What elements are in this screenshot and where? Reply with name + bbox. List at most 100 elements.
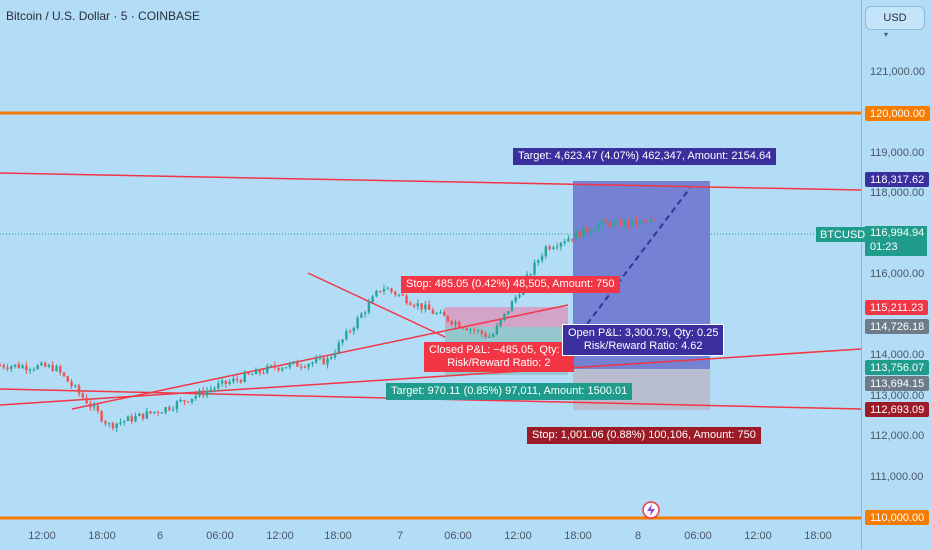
candle-body[interactable] <box>239 380 243 383</box>
candle-body[interactable] <box>209 389 213 391</box>
candle-body[interactable] <box>435 313 438 315</box>
candle-body[interactable] <box>533 262 536 275</box>
candle-body[interactable] <box>476 330 480 332</box>
resistance-trend-line[interactable] <box>0 172 861 191</box>
candle-body[interactable] <box>247 372 250 375</box>
candle-body[interactable] <box>66 376 69 382</box>
candle-body[interactable] <box>119 422 122 424</box>
currency-button[interactable]: USD <box>865 6 925 30</box>
candle-body[interactable] <box>171 409 175 411</box>
candle-body[interactable] <box>311 362 314 365</box>
candle-body[interactable] <box>341 339 344 343</box>
candle-body[interactable] <box>491 334 495 337</box>
candle-body[interactable] <box>627 220 630 226</box>
candle-body[interactable] <box>156 411 160 413</box>
candle-body[interactable] <box>465 328 468 331</box>
candle-body[interactable] <box>567 238 570 242</box>
candle-body[interactable] <box>371 296 374 303</box>
candle-body[interactable] <box>251 374 254 376</box>
candle-body[interactable] <box>529 274 532 276</box>
rising-trend-line[interactable] <box>0 348 861 406</box>
candle-body[interactable] <box>235 378 239 381</box>
candle-body[interactable] <box>386 288 389 290</box>
candle-body[interactable] <box>111 423 115 429</box>
candle-body[interactable] <box>612 221 615 227</box>
candle-body[interactable] <box>36 365 39 370</box>
candle-body[interactable] <box>213 388 216 390</box>
candle-body[interactable] <box>292 361 295 364</box>
candle-body[interactable] <box>578 231 581 237</box>
open-pnl-label[interactable]: Open P&L: 3,300.79, Qty: 0.25 Risk/Rewar… <box>562 324 725 356</box>
projection-arrow[interactable] <box>574 187 691 341</box>
candle-body[interactable] <box>183 400 186 402</box>
candle-body[interactable] <box>303 366 307 368</box>
candle-body[interactable] <box>273 365 276 368</box>
candle-body[interactable] <box>650 219 653 222</box>
candle-body[interactable] <box>141 413 145 419</box>
candle-body[interactable] <box>416 303 420 307</box>
lightning-icon[interactable] <box>641 500 661 520</box>
candle-body[interactable] <box>164 407 167 413</box>
candle-body[interactable] <box>326 358 329 365</box>
candle-body[interactable] <box>299 366 303 368</box>
candle-body[interactable] <box>506 311 510 314</box>
candle-body[interactable] <box>318 357 322 359</box>
candle-body[interactable] <box>126 416 130 422</box>
candle-body[interactable] <box>6 367 9 369</box>
candle-body[interactable] <box>473 329 476 331</box>
candle-body[interactable] <box>89 403 92 408</box>
candle-body[interactable] <box>13 364 17 367</box>
candle-body[interactable] <box>228 381 231 384</box>
candle-body[interactable] <box>488 336 491 338</box>
candle-body[interactable] <box>281 368 284 371</box>
candle-body[interactable] <box>70 381 73 387</box>
candle-body[interactable] <box>424 304 427 310</box>
candle-body[interactable] <box>608 222 612 227</box>
candle-body[interactable] <box>104 421 107 424</box>
candle-body[interactable] <box>390 288 393 292</box>
closed-pnl-label[interactable]: Closed P&L: −485.05, Qty: 1 Risk/Reward … <box>424 342 574 372</box>
candle-body[interactable] <box>284 367 288 369</box>
candle-body[interactable] <box>224 380 228 384</box>
candle-body[interactable] <box>363 312 367 314</box>
long-stop-label[interactable]: Stop: 1,001.06 (0.88%) 100,106, Amount: … <box>527 427 761 444</box>
candle-body[interactable] <box>503 313 506 320</box>
candle-body[interactable] <box>202 390 205 396</box>
candle-body[interactable] <box>107 423 111 425</box>
candle-body[interactable] <box>194 395 197 399</box>
candle-body[interactable] <box>348 331 352 333</box>
candle-body[interactable] <box>0 365 2 367</box>
candle-body[interactable] <box>367 302 371 313</box>
candle-body[interactable] <box>431 309 435 314</box>
candle-body[interactable] <box>220 380 224 384</box>
candle-body[interactable] <box>100 411 103 422</box>
candle-body[interactable] <box>495 325 499 335</box>
candle-body[interactable] <box>458 321 461 328</box>
candle-body[interactable] <box>149 411 152 413</box>
candle-body[interactable] <box>563 241 566 243</box>
candle-body[interactable] <box>409 303 412 306</box>
candle-body[interactable] <box>269 365 273 367</box>
candle-body[interactable] <box>510 301 514 312</box>
candle-body[interactable] <box>123 421 126 423</box>
candle-body[interactable] <box>55 366 58 371</box>
candle-body[interactable] <box>574 231 578 240</box>
candle-body[interactable] <box>2 365 5 368</box>
candle-body[interactable] <box>266 365 269 373</box>
candle-body[interactable] <box>232 378 235 382</box>
candle-body[interactable] <box>352 327 356 332</box>
candle-body[interactable] <box>480 330 484 334</box>
candle-body[interactable] <box>439 312 442 314</box>
candle-body[interactable] <box>397 294 401 296</box>
chevron-down-icon[interactable]: ▾ <box>884 30 889 39</box>
candle-body[interactable] <box>540 256 544 261</box>
price-axis[interactable] <box>861 0 932 550</box>
candle-body[interactable] <box>25 365 28 370</box>
candle-body[interactable] <box>296 361 299 367</box>
short-target-label[interactable]: Target: 970.11 (0.85%) 97,011, Amount: 1… <box>386 383 633 400</box>
candle-body[interactable] <box>379 290 382 292</box>
candle-body[interactable] <box>582 227 585 237</box>
candle-body[interactable] <box>179 400 182 402</box>
candle-body[interactable] <box>81 393 85 398</box>
long-target-label[interactable]: Target: 4,623.47 (4.07%) 462,347, Amount… <box>513 148 777 165</box>
